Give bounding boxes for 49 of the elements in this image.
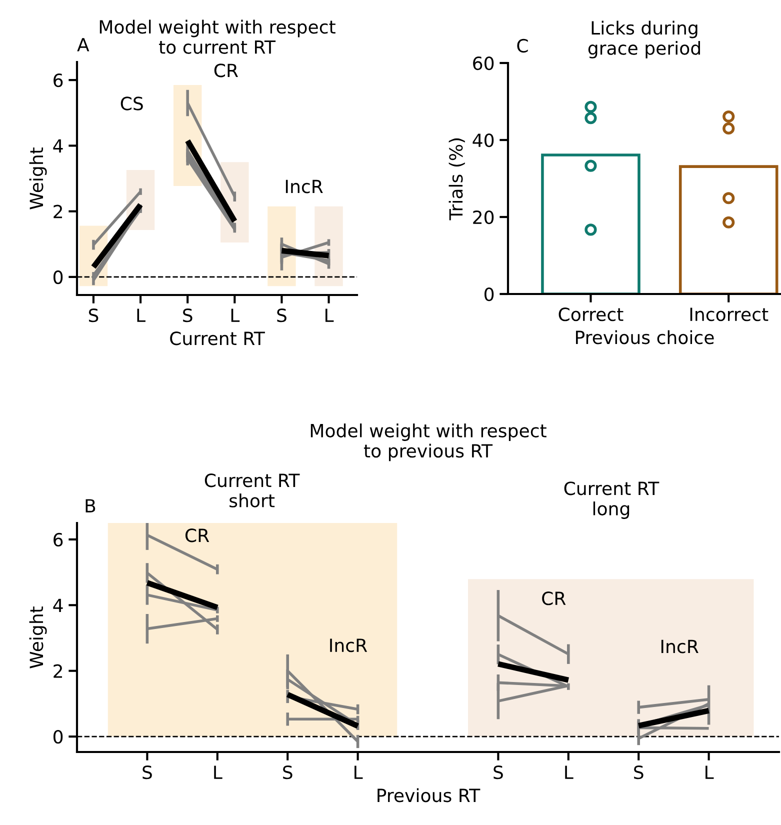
x-tick-label: S <box>183 308 192 322</box>
x-tick-label: L <box>137 308 146 322</box>
chart-title: Model weight with respect to previous RT <box>310 423 546 462</box>
x-tick-label: S <box>142 766 152 780</box>
annotation: CS <box>120 96 143 110</box>
x-tick-label: L <box>214 766 222 779</box>
y-tick-label: 20 <box>473 210 494 224</box>
y-tick-label: 6 <box>54 532 63 547</box>
text: B <box>86 499 96 512</box>
y-tick-label: 4 <box>53 598 63 612</box>
y-tick-label: 60 <box>473 56 494 70</box>
annotation: CR <box>185 528 210 542</box>
text: Current RT short <box>204 474 300 508</box>
x-tick-label: S <box>494 766 503 780</box>
x-tick-label: L <box>326 308 334 322</box>
x-tick-label: L <box>706 766 714 779</box>
x-tick-label: S <box>88 308 98 322</box>
y-tick-label: 2 <box>54 204 62 218</box>
chart-title: Licks during grace period <box>588 20 700 58</box>
y-tick-label: 4 <box>53 139 63 153</box>
y-axis-title: Trials (%) <box>448 138 465 220</box>
chart-title: Model weight with respect to current RT <box>100 20 336 54</box>
annotation: IncR <box>286 180 323 194</box>
x-tick-label: S <box>634 766 644 780</box>
text: A <box>77 38 90 52</box>
y-axis-title: Weight <box>29 606 47 668</box>
y-tick-label: 2 <box>54 664 62 678</box>
x-axis-title: Previous RT <box>378 788 480 802</box>
text: Current RT long <box>564 482 660 519</box>
annotation: IncR <box>661 640 698 654</box>
y-tick-label: 40 <box>472 133 494 148</box>
annotation: CR <box>542 592 566 606</box>
y-tick-label: 0 <box>54 270 63 284</box>
x-tick-label: Correct <box>558 308 624 322</box>
y-tick-label: 0 <box>54 730 63 744</box>
x-tick-label: S <box>277 308 286 322</box>
x-tick-label: L <box>565 766 574 779</box>
x-tick-label: Incorrect <box>690 308 768 322</box>
y-axis-title: Weight <box>29 147 47 210</box>
x-tick-label: L <box>354 766 363 779</box>
annotation: IncR <box>330 638 368 652</box>
text: C <box>517 38 528 53</box>
x-tick-label: L <box>231 308 240 322</box>
x-axis-title: Previous choice <box>576 330 714 344</box>
y-tick-label: 6 <box>54 74 63 88</box>
x-tick-label: S <box>283 766 292 780</box>
y-tick-label: 0 <box>484 287 494 302</box>
x-axis-title: Current RT <box>170 332 265 346</box>
annotation: CR <box>214 64 238 78</box>
